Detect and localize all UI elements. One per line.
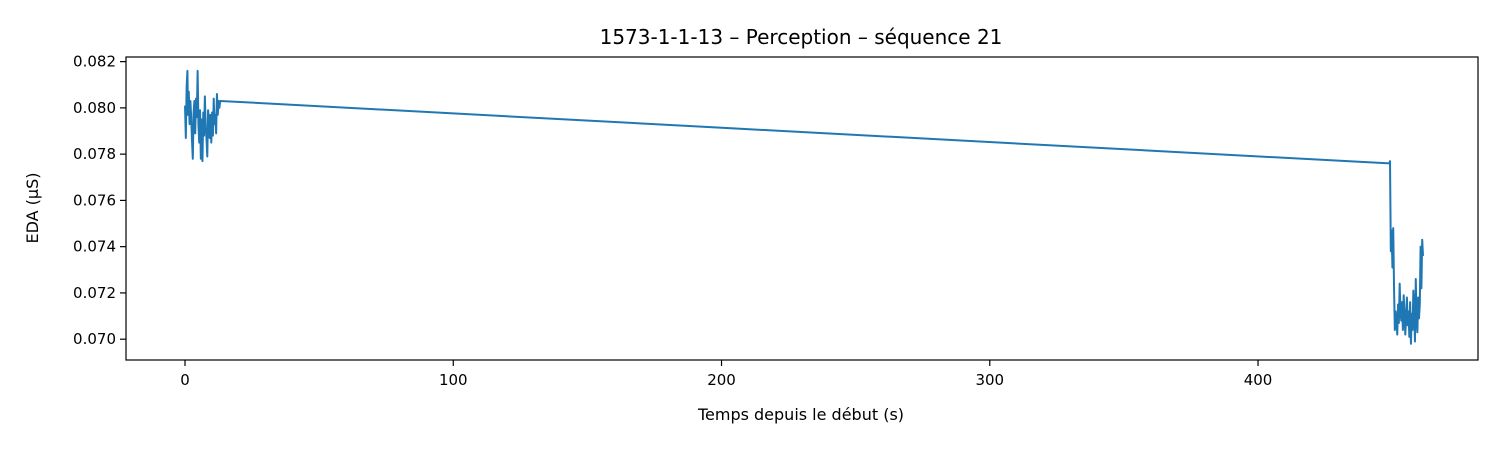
x-axis: 0 100 200 300 400: [180, 360, 1272, 389]
y-tick-label: 0.082: [73, 53, 116, 71]
x-tick-label: 300: [975, 371, 1004, 389]
y-tick-label: 0.076: [73, 191, 116, 209]
y-tick-label: 0.072: [73, 284, 116, 302]
x-axis-label: Temps depuis le début (s): [697, 405, 904, 424]
y-tick-label: 0.078: [73, 145, 116, 163]
chart-title: 1573-1-1-13 – Perception – séquence 21: [600, 25, 1003, 49]
plot-area: [125, 56, 1479, 361]
series-line: [184, 69, 1425, 345]
y-axis: 0.070 0.072 0.074 0.076 0.078 0.080 0.082: [73, 53, 126, 348]
y-tick-label: 0.080: [73, 99, 116, 117]
x-tick-label: 400: [1244, 371, 1273, 389]
y-tick-label: 0.074: [73, 238, 116, 256]
x-tick-label: 0: [180, 371, 190, 389]
plot-frame: [125, 56, 1479, 361]
x-tick-label: 200: [707, 371, 736, 389]
x-tick-label: 100: [439, 371, 468, 389]
y-tick-label: 0.070: [73, 330, 116, 348]
y-axis-label: EDA (µS): [23, 173, 42, 244]
